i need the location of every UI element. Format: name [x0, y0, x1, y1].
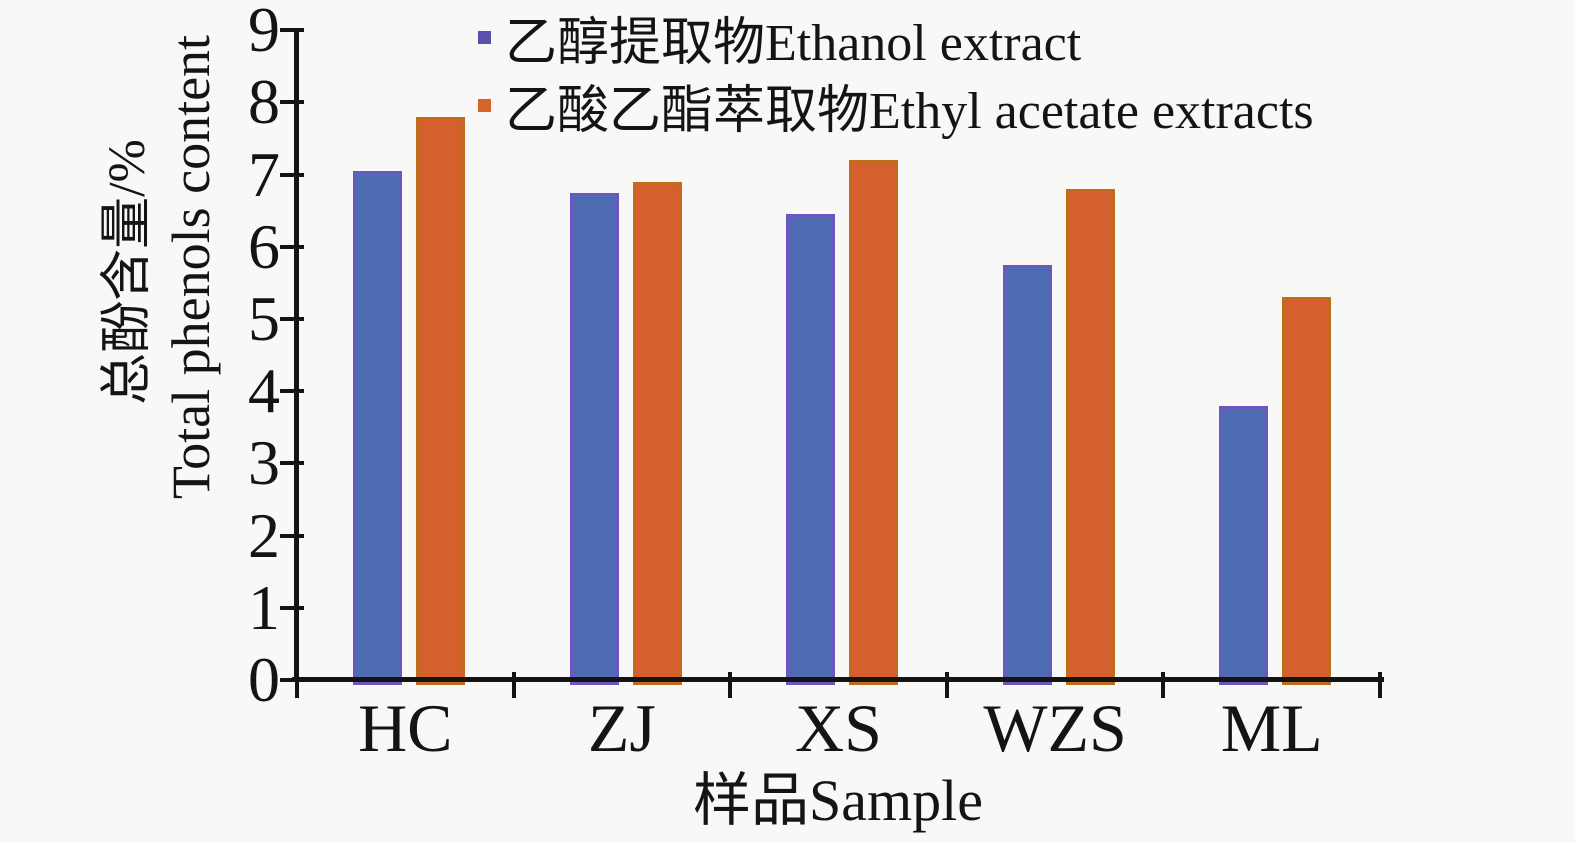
legend-item-ethyl-acetate-extracts: 乙酸乙酯萃取物Ethyl acetate extracts	[478, 74, 1314, 140]
x-tick-label-ZJ: ZJ	[587, 690, 656, 766]
x-tick	[944, 672, 949, 698]
x-axis-label: 样品Sample	[693, 768, 983, 833]
bar-ethanol-ZJ	[569, 192, 619, 685]
y-tick-label-8: 8	[248, 66, 280, 138]
y-tick-label-5: 5	[248, 283, 280, 354]
y-tick	[280, 533, 304, 538]
y-tick-label-9: 9	[248, 0, 280, 66]
y-tick	[280, 244, 304, 249]
bar-ethyl-acetate-ML	[1282, 297, 1332, 685]
y-tick-label-1: 1	[248, 571, 280, 643]
legend-marker-ethanol-extract-icon	[478, 30, 491, 44]
bar-ethyl-acetate-ZJ	[632, 181, 682, 685]
bar-ethanol-HC	[353, 170, 402, 685]
x-tick-label-WZS: WZS	[983, 690, 1127, 766]
legend-label-ethyl-acetate-extracts: 乙酸乙酯萃取物Ethyl acetate extracts	[505, 82, 1314, 140]
y-tick	[280, 389, 304, 394]
x-tick-label-XS: XS	[795, 690, 882, 766]
y-tick	[280, 100, 304, 105]
y-axis-line	[294, 28, 299, 682]
x-tick	[295, 672, 299, 698]
y-tick-label-6: 6	[248, 210, 280, 282]
legend: 乙醇提取物Ethanol extract 乙酸乙酯萃取物Ethyl acetat…	[478, 6, 1314, 140]
y-tick-label-2: 2	[248, 499, 280, 571]
legend-marker-ethyl-acetate-extracts-icon	[478, 98, 491, 112]
y-tick-label-7: 7	[248, 138, 280, 210]
legend-item-ethanol-extract: 乙醇提取物Ethanol extract	[478, 6, 1314, 72]
y-tick-label-0: 0	[248, 644, 280, 715]
x-tick-label-HC: HC	[358, 690, 453, 766]
y-tick	[280, 461, 304, 466]
bar-ethyl-acetate-WZS	[1065, 189, 1115, 685]
x-tick	[1161, 672, 1166, 698]
y-axis-label-chinese: 总酚含量/%	[99, 139, 156, 405]
bar-ethanol-ML	[1219, 405, 1269, 685]
legend-label-ethanol-extract: 乙醇提取物Ethanol extract	[505, 14, 1082, 72]
y-tick	[280, 317, 304, 321]
y-tick	[280, 605, 304, 610]
x-axis-line	[292, 677, 1384, 682]
x-tick	[1378, 672, 1382, 698]
bar-ethanol-XS	[786, 214, 836, 685]
bar-ethyl-acetate-XS	[849, 160, 899, 685]
y-tick	[280, 28, 304, 33]
x-tick-label-ML: ML	[1220, 690, 1323, 766]
y-tick-label-4: 4	[248, 355, 280, 427]
x-tick	[728, 672, 733, 698]
y-tick	[280, 678, 304, 682]
y-tick	[280, 172, 304, 177]
bar-ethanol-WZS	[1002, 264, 1052, 685]
bar-ethyl-acetate-HC	[416, 116, 465, 685]
x-tick	[511, 672, 516, 698]
y-tick-label-3: 3	[248, 427, 280, 499]
